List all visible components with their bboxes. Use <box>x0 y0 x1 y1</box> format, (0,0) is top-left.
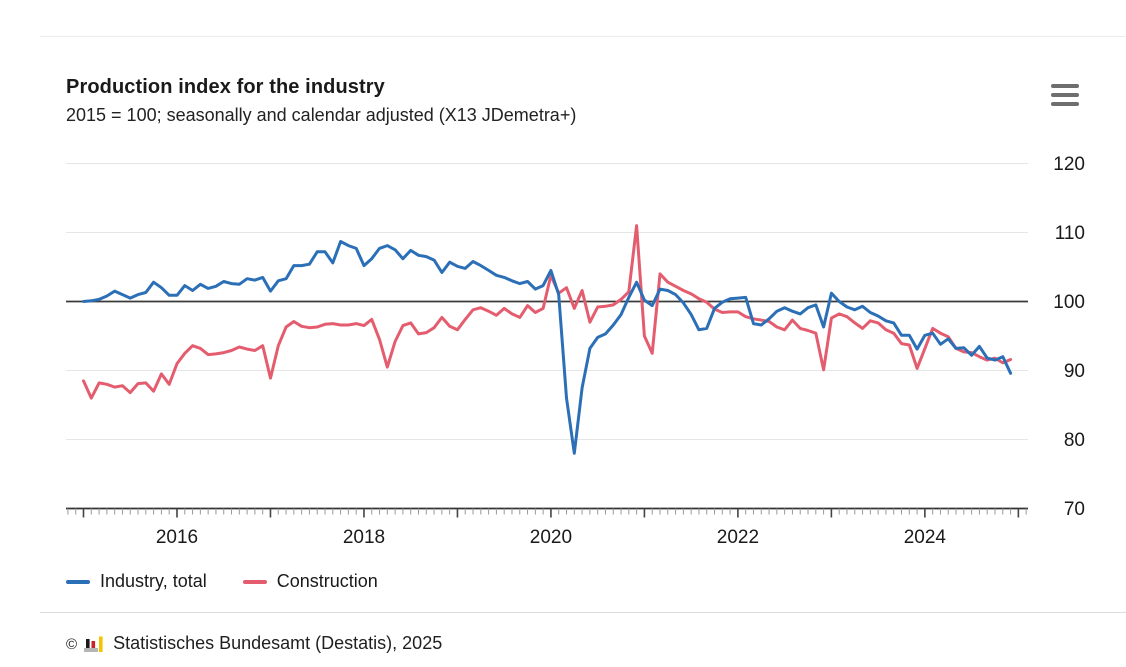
data-series-lines <box>82 224 1013 455</box>
source-attribution: © Statistisches Bundesamt (Destatis), 20… <box>66 633 442 654</box>
y-axis-tick-label: 100 <box>1053 292 1085 313</box>
destatis-bar-chart-logo-icon <box>84 636 103 652</box>
hamburger-bar <box>1051 93 1079 97</box>
bottom-divider <box>40 612 1126 613</box>
copyright-symbol: © <box>66 636 78 653</box>
axis-labels: 70 80 90 100 110 120 2016 2018 2020 2022 2024 <box>156 154 1085 548</box>
y-axis-tick-label: 80 <box>1064 430 1085 451</box>
y-axis-tick-label: 70 <box>1064 499 1085 520</box>
chart-legend: Industry, total Construction <box>66 571 378 592</box>
hamburger-bar <box>1051 84 1079 88</box>
industry-line-swatch <box>66 579 90 584</box>
y-axis-tick-label: 110 <box>1055 223 1085 244</box>
hamburger-menu-icon[interactable] <box>1051 83 1081 107</box>
legend-label: Construction <box>276 571 378 591</box>
x-axis-year-label: 2016 <box>156 527 198 548</box>
source-text: Statistisches Bundesamt (Destatis), 2025 <box>113 633 443 653</box>
hamburger-bar <box>1051 102 1079 106</box>
grid-lines <box>66 163 1028 510</box>
legend-item-industry-total[interactable]: Industry, total <box>66 571 207 592</box>
top-divider <box>40 36 1126 37</box>
line-industry-total <box>82 240 1013 455</box>
x-axis-year-label: 2022 <box>717 527 759 548</box>
x-axis-year-label: 2018 <box>343 527 385 548</box>
legend-label: Industry, total <box>100 571 207 591</box>
y-axis-tick-label: 120 <box>1053 154 1085 175</box>
legend-item-construction[interactable]: Construction <box>242 571 378 592</box>
y-axis-tick-label: 90 <box>1064 361 1085 382</box>
x-axis-year-label: 2020 <box>530 527 572 548</box>
chart-title: Production index for the industry <box>66 76 385 98</box>
axis-ticks <box>67 508 1027 518</box>
line-construction <box>82 224 1013 400</box>
chart-subtitle: 2015 = 100; seasonally and calendar adju… <box>66 105 577 125</box>
x-axis-year-label: 2024 <box>904 527 947 548</box>
construction-line-swatch <box>242 579 267 584</box>
